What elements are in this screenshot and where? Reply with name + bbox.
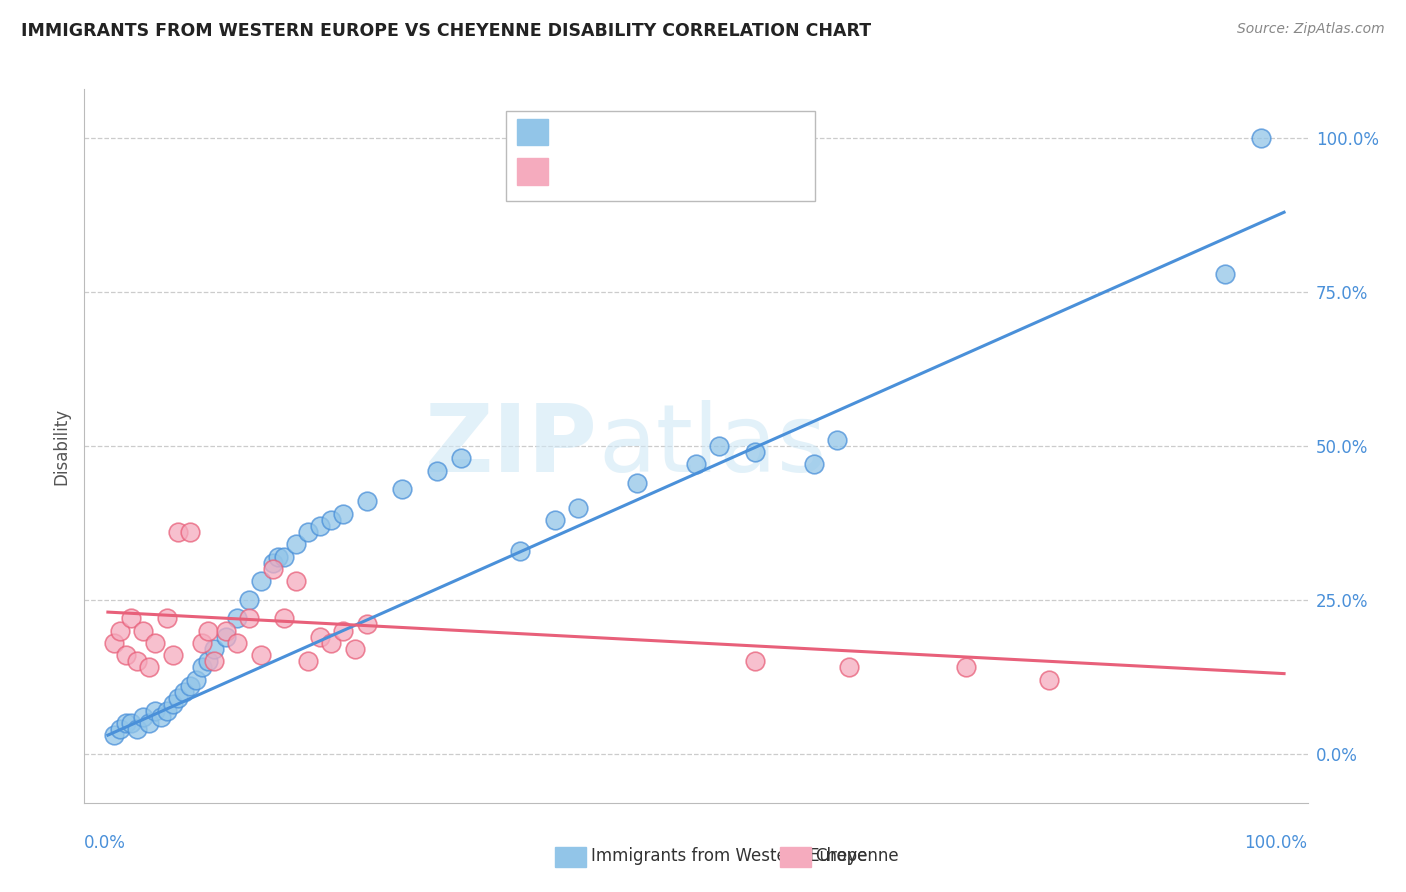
Point bbox=[162, 698, 184, 712]
Point bbox=[173, 685, 195, 699]
Point bbox=[138, 715, 160, 730]
Point bbox=[214, 624, 236, 638]
Point bbox=[626, 475, 648, 490]
Point bbox=[108, 624, 131, 638]
Text: Source: ZipAtlas.com: Source: ZipAtlas.com bbox=[1237, 22, 1385, 37]
Point bbox=[297, 654, 319, 668]
Point bbox=[143, 636, 166, 650]
Point bbox=[955, 660, 977, 674]
Point bbox=[321, 513, 343, 527]
Point bbox=[179, 525, 201, 540]
Point bbox=[238, 592, 260, 607]
Point bbox=[138, 660, 160, 674]
Point bbox=[226, 611, 249, 625]
Point bbox=[544, 513, 567, 527]
Point bbox=[249, 648, 271, 662]
Point bbox=[249, 574, 271, 589]
Text: atlas: atlas bbox=[598, 400, 827, 492]
Point bbox=[1038, 673, 1060, 687]
Point bbox=[426, 464, 449, 478]
Point bbox=[202, 642, 225, 657]
Point bbox=[267, 549, 290, 564]
Point bbox=[262, 562, 284, 576]
Point bbox=[238, 611, 260, 625]
Y-axis label: Disability: Disability bbox=[52, 408, 70, 484]
Point bbox=[191, 636, 214, 650]
Point bbox=[273, 549, 295, 564]
Point bbox=[1213, 267, 1236, 281]
Point bbox=[332, 624, 354, 638]
Point bbox=[308, 519, 330, 533]
Point bbox=[127, 654, 149, 668]
Point bbox=[567, 500, 589, 515]
Point bbox=[197, 624, 219, 638]
Point bbox=[803, 458, 825, 472]
Point bbox=[156, 704, 179, 718]
Point bbox=[191, 660, 214, 674]
Point bbox=[450, 451, 472, 466]
Point bbox=[825, 433, 848, 447]
Point bbox=[114, 715, 136, 730]
Point bbox=[356, 494, 378, 508]
Text: 100.0%: 100.0% bbox=[1244, 834, 1308, 852]
Text: Immigrants from Western Europe: Immigrants from Western Europe bbox=[591, 847, 868, 865]
Point bbox=[132, 624, 155, 638]
Point bbox=[108, 722, 131, 736]
Point bbox=[262, 556, 284, 570]
Point bbox=[226, 636, 249, 650]
Point bbox=[149, 709, 172, 723]
Point bbox=[1250, 131, 1272, 145]
Point bbox=[120, 611, 142, 625]
Point bbox=[167, 691, 190, 706]
Point bbox=[685, 458, 707, 472]
Text: R =  0.726   N = 45: R = 0.726 N = 45 bbox=[560, 128, 735, 145]
Point bbox=[285, 574, 308, 589]
Point bbox=[744, 654, 766, 668]
Point bbox=[356, 617, 378, 632]
Point bbox=[132, 709, 155, 723]
Point bbox=[285, 537, 308, 551]
Point bbox=[391, 482, 413, 496]
Text: ZIP: ZIP bbox=[425, 400, 598, 492]
Point bbox=[744, 445, 766, 459]
Point bbox=[332, 507, 354, 521]
Point bbox=[343, 642, 366, 657]
Point bbox=[273, 611, 295, 625]
Point bbox=[202, 654, 225, 668]
Point bbox=[509, 543, 531, 558]
Point bbox=[709, 439, 731, 453]
Point bbox=[143, 704, 166, 718]
Point bbox=[308, 630, 330, 644]
Point bbox=[120, 715, 142, 730]
Point bbox=[214, 630, 236, 644]
Point bbox=[156, 611, 179, 625]
Point bbox=[197, 654, 219, 668]
Point bbox=[127, 722, 149, 736]
Point bbox=[167, 525, 190, 540]
Point bbox=[103, 636, 125, 650]
Point bbox=[114, 648, 136, 662]
Text: Cheyenne: Cheyenne bbox=[815, 847, 898, 865]
Point bbox=[297, 525, 319, 540]
Point bbox=[838, 660, 860, 674]
Point bbox=[184, 673, 207, 687]
Point bbox=[179, 679, 201, 693]
Point bbox=[321, 636, 343, 650]
Text: IMMIGRANTS FROM WESTERN EUROPE VS CHEYENNE DISABILITY CORRELATION CHART: IMMIGRANTS FROM WESTERN EUROPE VS CHEYEN… bbox=[21, 22, 872, 40]
Point bbox=[162, 648, 184, 662]
Point bbox=[103, 728, 125, 742]
Text: 0.0%: 0.0% bbox=[84, 834, 127, 852]
Text: R = -0.476  N = 32: R = -0.476 N = 32 bbox=[560, 167, 731, 185]
